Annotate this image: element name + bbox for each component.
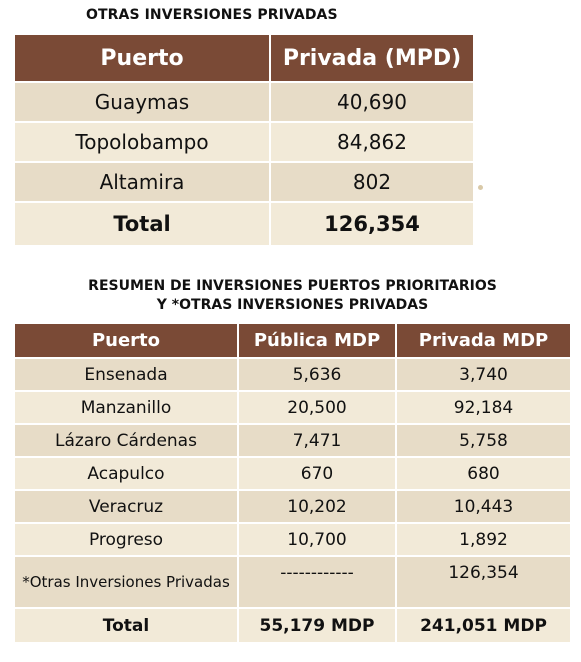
table-cell: *Otras Inversiones Privadas [13, 555, 239, 609]
otras-inversiones-table: Puerto Privada (MPD) Guaymas 40,690 Topo… [13, 33, 475, 247]
column-header: Privada (MPD) [269, 33, 475, 83]
table-cell: 10,443 [395, 489, 572, 524]
column-header: Privada MDP [395, 322, 572, 359]
table2-title: RESUMEN DE INVERSIONES PUERTOS PRIORITAR… [30, 277, 555, 315]
table-cell: 10,700 [237, 522, 397, 557]
table-row: *Otras Inversiones Privadas ------------… [13, 555, 572, 609]
table-cell: Veracruz [13, 489, 239, 524]
table-cell: Total [13, 201, 271, 247]
table-row: Progreso 10,700 1,892 [13, 522, 572, 557]
table1-title: OTRAS INVERSIONES PRIVADAS [86, 7, 338, 23]
total-row: Total 55,179 MDP 241,051 MDP [13, 607, 572, 644]
table-row: Manzanillo 20,500 92,184 [13, 390, 572, 425]
table2-title-line2: Y *OTRAS INVERSIONES PRIVADAS [156, 297, 429, 313]
table-row: Veracruz 10,202 10,443 [13, 489, 572, 524]
resumen-inversiones-table: Puerto Pública MDP Privada MDP Ensenada … [13, 322, 572, 644]
table-cell: 40,690 [269, 81, 475, 123]
decorative-dot [478, 185, 483, 190]
table-cell: 126,354 [395, 555, 572, 609]
table-cell: 20,500 [237, 390, 397, 425]
table-cell: 10,202 [237, 489, 397, 524]
table-cell: 5,636 [237, 357, 397, 392]
table-cell: Progreso [13, 522, 239, 557]
table-row: Altamira 802 [13, 161, 475, 203]
table-header-row: Puerto Privada (MPD) [13, 33, 475, 83]
table-cell: 670 [237, 456, 397, 491]
table-cell: Ensenada [13, 357, 239, 392]
table-cell: 92,184 [395, 390, 572, 425]
table-cell: Topolobampo [13, 121, 271, 163]
table-cell: 55,179 MDP [237, 607, 397, 644]
total-row: Total 126,354 [13, 201, 475, 247]
table-row: Lázaro Cárdenas 7,471 5,758 [13, 423, 572, 458]
table-cell: 126,354 [269, 201, 475, 247]
table-row: Acapulco 670 680 [13, 456, 572, 491]
table-row: Ensenada 5,636 3,740 [13, 357, 572, 392]
table-row: Guaymas 40,690 [13, 81, 475, 123]
table-cell: 680 [395, 456, 572, 491]
table-cell: 1,892 [395, 522, 572, 557]
table-cell: 241,051 MDP [395, 607, 572, 644]
table-row: Topolobampo 84,862 [13, 121, 475, 163]
table-cell: ------------ [237, 555, 397, 609]
table-cell: 84,862 [269, 121, 475, 163]
table-cell: Lázaro Cárdenas [13, 423, 239, 458]
table-cell: 802 [269, 161, 475, 203]
table2-title-line1: RESUMEN DE INVERSIONES PUERTOS PRIORITAR… [88, 278, 497, 294]
table-cell: Acapulco [13, 456, 239, 491]
table-header-row: Puerto Pública MDP Privada MDP [13, 322, 572, 359]
table-cell: 7,471 [237, 423, 397, 458]
table-cell: Altamira [13, 161, 271, 203]
column-header: Pública MDP [237, 322, 397, 359]
table-cell: 5,758 [395, 423, 572, 458]
table-cell: Guaymas [13, 81, 271, 123]
column-header: Puerto [13, 322, 239, 359]
column-header: Puerto [13, 33, 271, 83]
table-cell: 3,740 [395, 357, 572, 392]
table-cell: Total [13, 607, 239, 644]
table-cell: Manzanillo [13, 390, 239, 425]
